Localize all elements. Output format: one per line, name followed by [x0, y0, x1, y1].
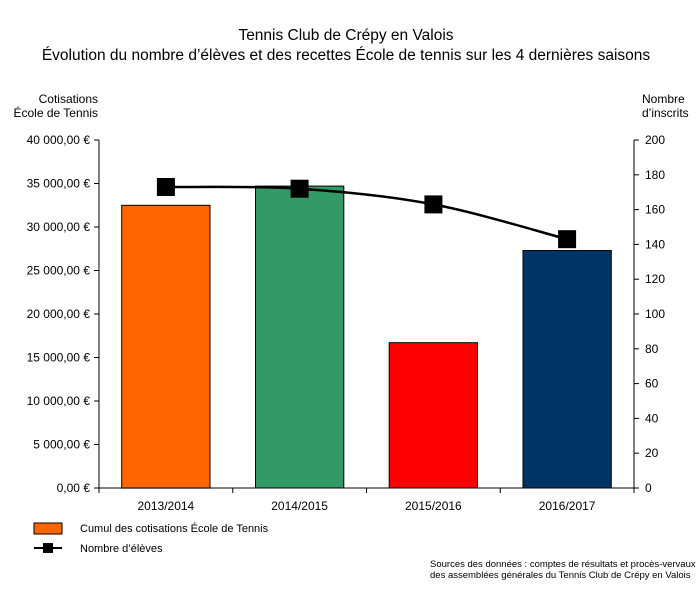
marker-2015/2016	[424, 195, 443, 214]
right-tick-label: 160	[645, 203, 665, 217]
right-tick-label: 180	[645, 168, 665, 182]
source-line2: des assemblées générales du Tennis Club …	[430, 570, 691, 581]
chart-title: Tennis Club de Crépy en Valois	[238, 27, 453, 44]
bar-2015/2016	[388, 342, 479, 489]
bar-2013/2014	[121, 204, 211, 489]
marker-2014/2015	[290, 179, 309, 198]
marker-2013/2014	[156, 178, 175, 196]
left-tick-label: 30 000,00 €	[27, 220, 91, 234]
line-nombre-eleves	[165, 185, 568, 241]
legend: Cumul des cotisations École de Tennis No…	[33, 522, 269, 555]
right-tick-label: 200	[645, 133, 665, 147]
legend-label-cotisations: Cumul des cotisations École de Tennis	[80, 522, 269, 535]
left-tick-label: 25 000,00 €	[27, 264, 91, 278]
right-tick-label: 60	[645, 377, 659, 391]
x-tick-label: 2016/2017	[539, 499, 596, 513]
x-tick-label: 2015/2016	[405, 499, 462, 513]
marker-2016/2017	[558, 230, 577, 249]
chart-subtitle: Évolution du nombre d’élèves et des rece…	[42, 47, 651, 64]
right-tick-label: 100	[645, 307, 665, 321]
right-axis-title-line2: d’inscrits	[642, 106, 689, 120]
left-tick-label: 15 000,00 €	[27, 351, 91, 365]
right-tick-label: 80	[645, 342, 659, 356]
left-axis-title-line1: Cotisations	[39, 92, 98, 106]
bar-2014/2015	[255, 185, 345, 489]
source-line1: Sources des données : comptes de résulta…	[430, 559, 696, 570]
legend-label-eleves: Nombre d’élèves	[80, 543, 163, 555]
right-tick-label: 40	[645, 411, 659, 425]
x-tick-label: 2014/2015	[271, 499, 328, 513]
x-tick-label: 2013/2014	[138, 499, 195, 513]
legend-marker-eleves	[43, 543, 53, 553]
right-tick-label: 140	[645, 237, 665, 251]
left-tick-label: 10 000,00 €	[27, 394, 91, 408]
bar-2016/2017	[522, 250, 612, 489]
left-axis-title-line2: École de Tennis	[13, 105, 98, 120]
right-tick-label: 120	[645, 272, 665, 286]
left-tick-label: 0,00 €	[57, 481, 91, 495]
right-axis-title-line1: Nombre	[642, 92, 685, 106]
right-tick-label: 0	[645, 481, 652, 495]
left-tick-label: 35 000,00 €	[27, 177, 91, 191]
left-tick-label: 40 000,00 €	[27, 133, 91, 147]
legend-swatch-cotisations	[33, 522, 63, 535]
left-tick-label: 5 000,00 €	[33, 438, 90, 452]
left-tick-label: 20 000,00 €	[27, 307, 91, 321]
plot-area: 0,00 € 5 000,00 € 10 000,00 € 15 000,00 € 20…	[27, 133, 666, 513]
right-tick-label: 20	[645, 446, 659, 460]
